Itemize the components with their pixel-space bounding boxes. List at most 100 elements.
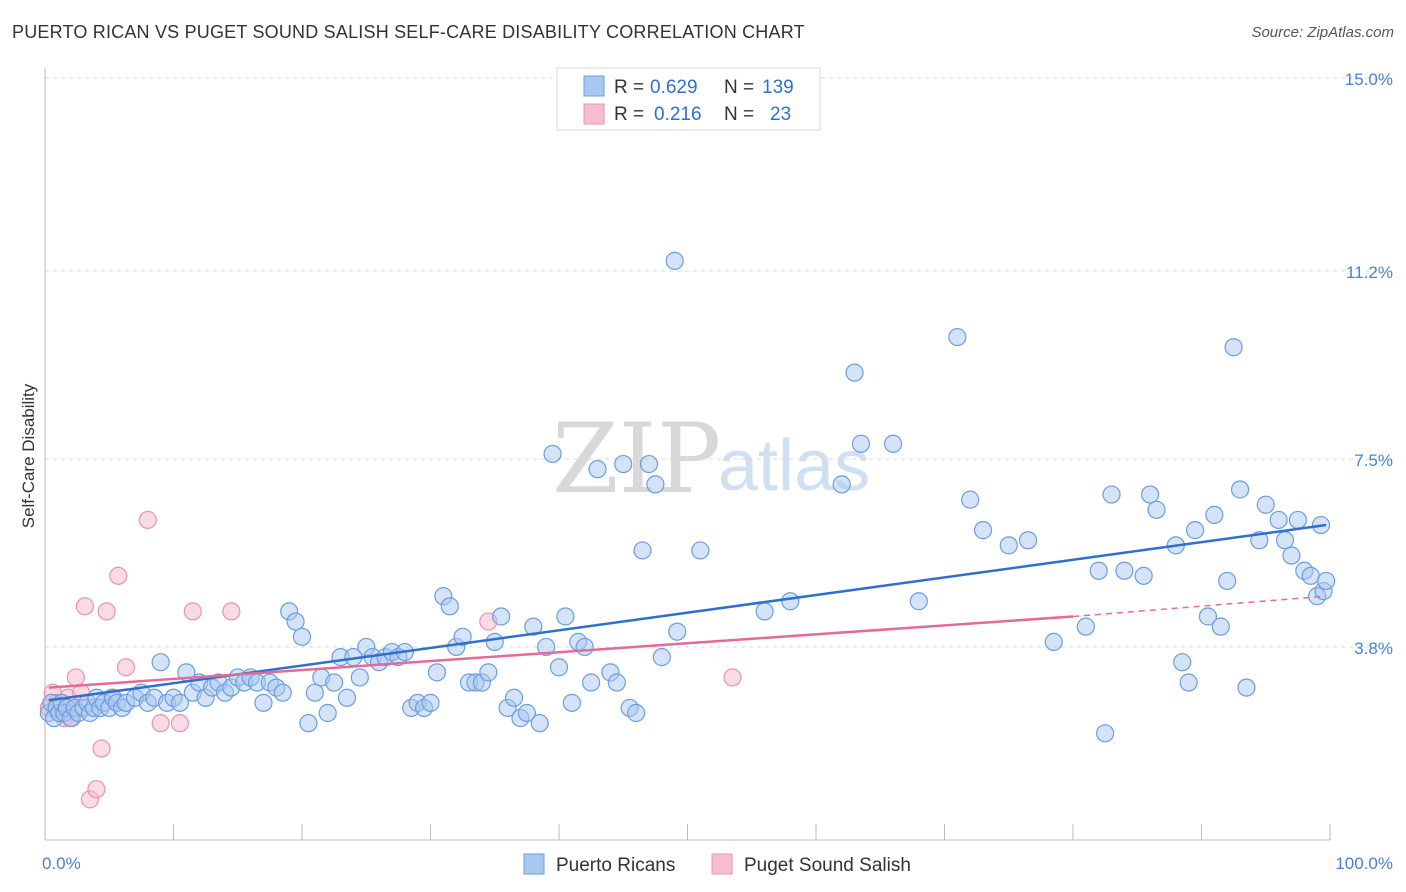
data-point-puerto-ricans: [479, 663, 498, 682]
data-point-puget-sound-salish: [151, 714, 170, 733]
data-point-puget-sound-salish: [222, 602, 241, 621]
data-point-puerto-ricans: [909, 592, 928, 611]
data-point-puerto-ricans: [999, 536, 1018, 555]
y-axis-label: Self-Care Disability: [19, 383, 38, 528]
data-point-puget-sound-salish: [66, 668, 85, 687]
bottom-legend-puget-sound-salish: Puget Sound Salish: [744, 855, 911, 876]
legend-r-label-0: R =: [614, 77, 644, 98]
trend-line-puget-sound-salish-extension: [1072, 595, 1327, 618]
data-point-puerto-ricans: [549, 658, 569, 677]
data-point-puerto-ricans: [832, 475, 851, 494]
data-point-puget-sound-salish: [183, 602, 202, 621]
y-tick-label: 15.0%: [1345, 70, 1393, 89]
data-point-puerto-ricans: [1089, 561, 1108, 580]
data-point-puerto-ricans: [845, 363, 864, 382]
trend-line-puerto-ricans: [48, 523, 1327, 702]
legend: R = 0.629 N = 139 R = 0.216 N = 23: [556, 67, 821, 131]
data-point-puerto-ricans: [626, 703, 646, 723]
data-point-puerto-ricans: [318, 703, 337, 723]
data-point-puerto-ricans: [588, 460, 607, 479]
data-point-puerto-ricans: [273, 683, 292, 702]
data-point-puerto-ricans: [652, 648, 671, 667]
data-point-puerto-ricans: [537, 637, 556, 657]
data-point-puget-sound-salish: [116, 658, 136, 677]
data-point-puerto-ricans: [1134, 566, 1153, 585]
data-point-puerto-ricans: [1218, 571, 1237, 591]
data-point-puerto-ricans: [1211, 617, 1230, 636]
data-point-puerto-ricans: [1179, 673, 1198, 692]
data-point-puerto-ricans: [1173, 653, 1192, 672]
data-point-puerto-ricans: [633, 541, 652, 560]
data-point-puerto-ricans: [1076, 617, 1095, 636]
data-point-puerto-ricans: [292, 627, 312, 646]
data-point-puerto-ricans: [607, 673, 626, 692]
data-point-puerto-ricans: [948, 327, 967, 347]
data-point-puerto-ricans: [961, 490, 980, 509]
data-point-puget-sound-salish: [109, 566, 128, 585]
data-point-puget-sound-salish: [97, 602, 116, 621]
data-point-puerto-ricans: [254, 693, 273, 712]
bottom-legend-swatch-puerto-ricans: [523, 853, 545, 875]
grid-lines: 3.8% 7.5% 11.2% 15.0%: [45, 70, 1393, 658]
data-point-puerto-ricans: [1147, 500, 1166, 519]
data-point-puerto-ricans: [305, 683, 324, 702]
source-credit: Source: ZipAtlas.com: [1251, 24, 1394, 41]
data-point-puerto-ricans: [639, 454, 659, 474]
data-point-puerto-ricans: [1269, 510, 1288, 530]
data-point-puerto-ricans: [1317, 571, 1336, 591]
data-point-puerto-ricans: [1224, 338, 1243, 357]
data-point-puerto-ricans: [668, 622, 687, 641]
data-point-puerto-ricans: [781, 592, 800, 611]
data-point-puerto-ricans: [543, 444, 562, 464]
legend-n-label-0: N =: [724, 77, 754, 98]
data-point-puerto-ricans: [1256, 495, 1275, 514]
data-point-puerto-ricans: [492, 607, 511, 626]
data-point-puget-sound-salish: [723, 668, 742, 687]
data-point-puerto-ricans: [1230, 480, 1250, 499]
data-point-puerto-ricans: [851, 434, 871, 453]
data-point-puerto-ricans: [1205, 505, 1224, 524]
axes: 0.0% 100.0%: [42, 68, 1393, 873]
data-point-puget-sound-salish: [170, 714, 190, 733]
data-point-puerto-ricans: [582, 673, 601, 692]
data-point-puerto-ricans: [524, 617, 543, 636]
watermark-atlas: atlas: [718, 426, 870, 506]
bottom-legend-swatch-puget-sound-salish: [711, 853, 733, 875]
data-point-puerto-ricans: [1237, 678, 1256, 697]
data-point-puerto-ricans: [299, 714, 318, 733]
data-point-puerto-ricans: [170, 693, 190, 712]
data-point-puerto-ricans: [485, 632, 504, 651]
x-tick-label-end: 100.0%: [1335, 854, 1393, 873]
data-point-puerto-ricans: [883, 434, 903, 453]
data-point-puerto-ricans: [1018, 531, 1038, 550]
data-point-puerto-ricans: [151, 653, 170, 672]
data-point-puerto-ricans: [562, 693, 581, 712]
data-point-puerto-ricans: [1140, 485, 1160, 504]
legend-n-value-1: 23: [770, 104, 791, 125]
data-point-puerto-ricans: [1301, 566, 1320, 585]
legend-swatch-puerto-ricans: [583, 75, 605, 97]
legend-n-value-0: 139: [762, 77, 794, 98]
data-point-puerto-ricans: [427, 663, 447, 682]
legend-r-value-0: 0.629: [650, 77, 698, 98]
data-point-puerto-ricans: [646, 475, 665, 494]
data-point-puerto-ricans: [691, 541, 710, 560]
legend-n-label-1: N =: [724, 104, 754, 125]
data-point-puerto-ricans: [325, 673, 344, 692]
data-point-puget-sound-salish: [138, 510, 157, 530]
data-point-puerto-ricans: [440, 597, 459, 616]
data-point-puerto-ricans: [1096, 724, 1115, 743]
data-point-puerto-ricans: [1198, 607, 1218, 626]
data-point-puerto-ricans: [1115, 561, 1134, 580]
trend-line-puget-sound-salish: [48, 615, 1074, 689]
legend-swatch-puget-sound-salish: [583, 103, 605, 125]
trend-lines: [48, 523, 1327, 702]
data-point-puerto-ricans: [1102, 485, 1121, 504]
data-point-puerto-ricans: [1288, 510, 1307, 530]
data-point-puget-sound-salish: [87, 780, 106, 799]
data-point-puerto-ricans: [1044, 632, 1063, 651]
chart-title: PUERTO RICAN VS PUGET SOUND SALISH SELF-…: [12, 22, 805, 42]
data-point-puerto-ricans: [421, 693, 440, 712]
data-point-puerto-ricans: [1282, 546, 1301, 565]
y-tick-label: 7.5%: [1354, 451, 1393, 470]
